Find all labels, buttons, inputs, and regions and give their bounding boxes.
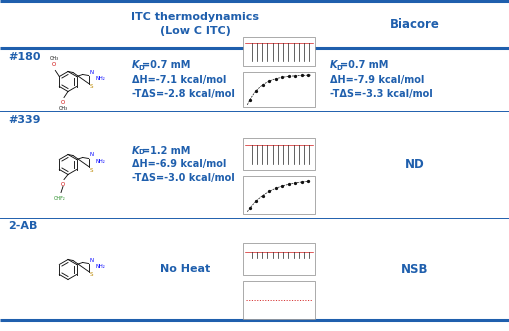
Point <box>258 193 266 198</box>
Text: N: N <box>90 70 94 74</box>
Text: N: N <box>90 258 94 262</box>
Text: Biacore: Biacore <box>389 18 439 31</box>
Text: K: K <box>132 61 139 71</box>
Point <box>291 73 299 78</box>
Text: -TΔS=-3.0 kcal/mol: -TΔS=-3.0 kcal/mol <box>132 173 234 183</box>
Bar <box>242 72 315 107</box>
Text: NH₂: NH₂ <box>96 159 105 164</box>
Point <box>252 198 260 204</box>
Point <box>277 75 286 80</box>
Text: =0.7 mM: =0.7 mM <box>340 61 388 71</box>
Bar <box>242 37 315 67</box>
Point <box>303 72 312 78</box>
Text: ND: ND <box>404 158 424 171</box>
Text: CH₃: CH₃ <box>50 57 59 62</box>
Text: ΔH=-7.1 kcal/mol: ΔH=-7.1 kcal/mol <box>132 74 226 84</box>
Text: NH₂: NH₂ <box>96 76 105 81</box>
Text: CHF₂: CHF₂ <box>54 196 66 201</box>
Text: CH₃: CH₃ <box>59 107 67 112</box>
Text: D: D <box>138 65 144 71</box>
Text: 2-AB: 2-AB <box>8 221 37 231</box>
Bar <box>242 281 315 319</box>
Bar <box>242 243 315 275</box>
Point <box>284 182 292 187</box>
Text: D: D <box>336 65 342 71</box>
Text: S: S <box>90 272 93 277</box>
Point <box>245 97 253 103</box>
Text: ΔH=-7.9 kcal/mol: ΔH=-7.9 kcal/mol <box>329 74 423 84</box>
Point <box>245 206 253 211</box>
Bar <box>242 138 315 170</box>
Text: -TΔS=-2.8 kcal/mol: -TΔS=-2.8 kcal/mol <box>132 88 235 99</box>
Point <box>277 183 286 189</box>
Text: O: O <box>61 101 65 106</box>
Point <box>265 78 273 84</box>
Bar <box>242 176 315 214</box>
Point <box>291 180 299 186</box>
Text: NSB: NSB <box>401 263 428 276</box>
Point <box>265 189 273 194</box>
Text: ITC thermodynamics
(Low C ITC): ITC thermodynamics (Low C ITC) <box>131 13 259 36</box>
Text: No Heat: No Heat <box>159 264 210 274</box>
Point <box>271 76 279 81</box>
Point <box>297 73 305 78</box>
Point <box>284 74 292 79</box>
Text: =1.2 mM: =1.2 mM <box>142 146 190 156</box>
Text: #339: #339 <box>8 115 40 125</box>
Text: K: K <box>329 61 337 71</box>
Text: S: S <box>90 167 93 172</box>
Text: ΔH=-6.9 kcal/mol: ΔH=-6.9 kcal/mol <box>132 160 226 169</box>
Text: #180: #180 <box>8 52 40 62</box>
Text: S: S <box>90 84 93 89</box>
Point <box>297 179 305 185</box>
Text: O: O <box>61 182 65 187</box>
Point <box>303 179 312 184</box>
Point <box>252 88 260 93</box>
Text: O: O <box>52 63 56 68</box>
Point <box>271 186 279 191</box>
Text: N: N <box>90 153 94 158</box>
Text: =0.7 mM: =0.7 mM <box>142 61 190 71</box>
Text: NH₂: NH₂ <box>96 264 105 269</box>
Point <box>258 82 266 87</box>
Text: -TΔS=-3.3 kcal/mol: -TΔS=-3.3 kcal/mol <box>329 88 432 99</box>
Text: K: K <box>132 146 139 156</box>
Text: D: D <box>138 150 144 156</box>
